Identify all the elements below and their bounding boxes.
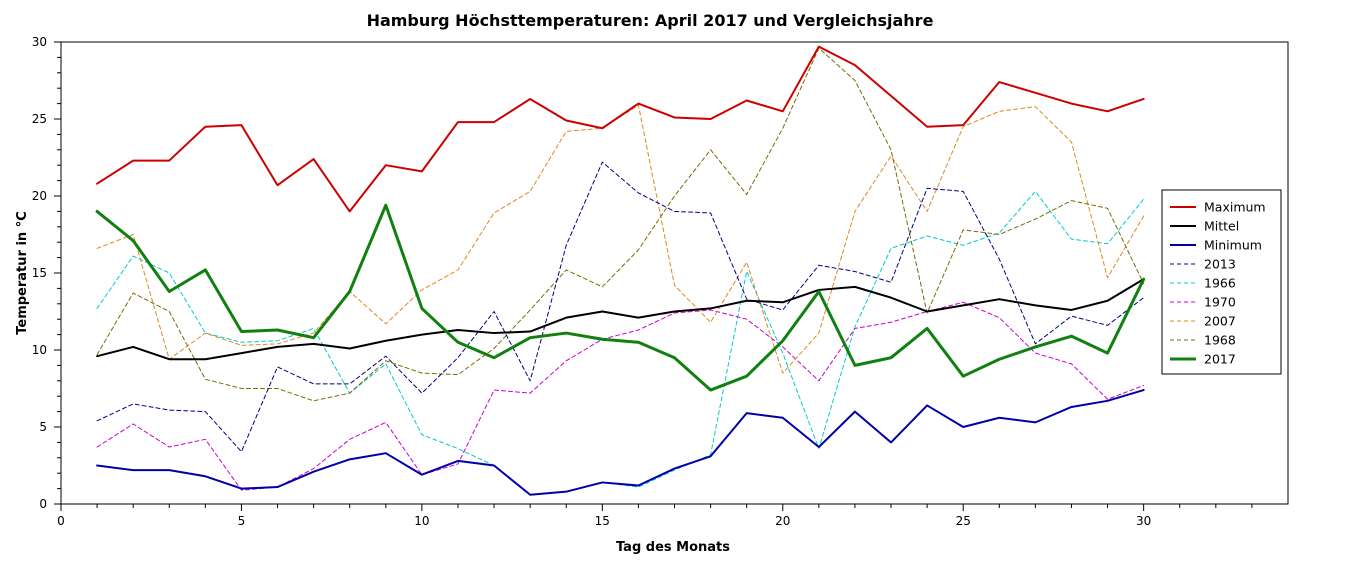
y-tick-label: 30 xyxy=(32,35,47,49)
y-tick-label: 20 xyxy=(32,189,47,203)
legend-label-1970: 1970 xyxy=(1204,295,1236,310)
legend-label-2013: 2013 xyxy=(1204,257,1236,272)
x-axis-label: Tag des Monats xyxy=(616,540,730,555)
series-line-maximum xyxy=(96,45,1145,213)
x-tick-label: 20 xyxy=(775,514,790,528)
series-line-mittel xyxy=(96,278,1145,361)
axis-ticks: 0 5 10 15 20 25 30 0 5 10 15 20 25 30 xyxy=(32,35,1253,528)
y-tick-label: 10 xyxy=(32,343,47,357)
y-tick-label: 0 xyxy=(39,497,47,511)
legend-label-1966: 1966 xyxy=(1204,276,1236,291)
x-tick-label: 10 xyxy=(414,514,429,528)
legend-label-2007: 2007 xyxy=(1204,314,1236,329)
x-tick-label: 15 xyxy=(595,514,610,528)
y-axis-label: Temperatur in °C xyxy=(15,211,30,335)
legend: Maximum Mittel Minimum 2013 1966 1970 2007 1968… xyxy=(1161,189,1282,375)
series-line-minimum xyxy=(96,389,1145,496)
x-tick-label: 30 xyxy=(1136,514,1151,528)
x-tick-label: 25 xyxy=(956,514,971,528)
x-tick-label: 0 xyxy=(57,514,65,528)
chart-title: Hamburg Höchsttemperaturen: April 2017 u… xyxy=(367,11,934,30)
legend-label-1968: 1968 xyxy=(1204,333,1236,348)
series-line-1968 xyxy=(96,47,1145,402)
series-line-2017 xyxy=(95,203,1146,392)
legend-label-mittel: Mittel xyxy=(1204,219,1239,234)
y-tick-label: 25 xyxy=(32,112,47,126)
series-line-2013 xyxy=(96,161,1145,453)
legend-label-maximum: Maximum xyxy=(1204,200,1266,215)
x-tick-label: 5 xyxy=(238,514,246,528)
series-lines xyxy=(95,45,1146,496)
legend-label-minimum: Minimum xyxy=(1204,238,1262,253)
y-tick-label: 5 xyxy=(39,420,47,434)
legend-label-2017: 2017 xyxy=(1204,352,1236,367)
y-tick-label: 15 xyxy=(32,266,47,280)
legend-box xyxy=(1161,189,1282,375)
series-line-1966 xyxy=(96,190,1145,496)
